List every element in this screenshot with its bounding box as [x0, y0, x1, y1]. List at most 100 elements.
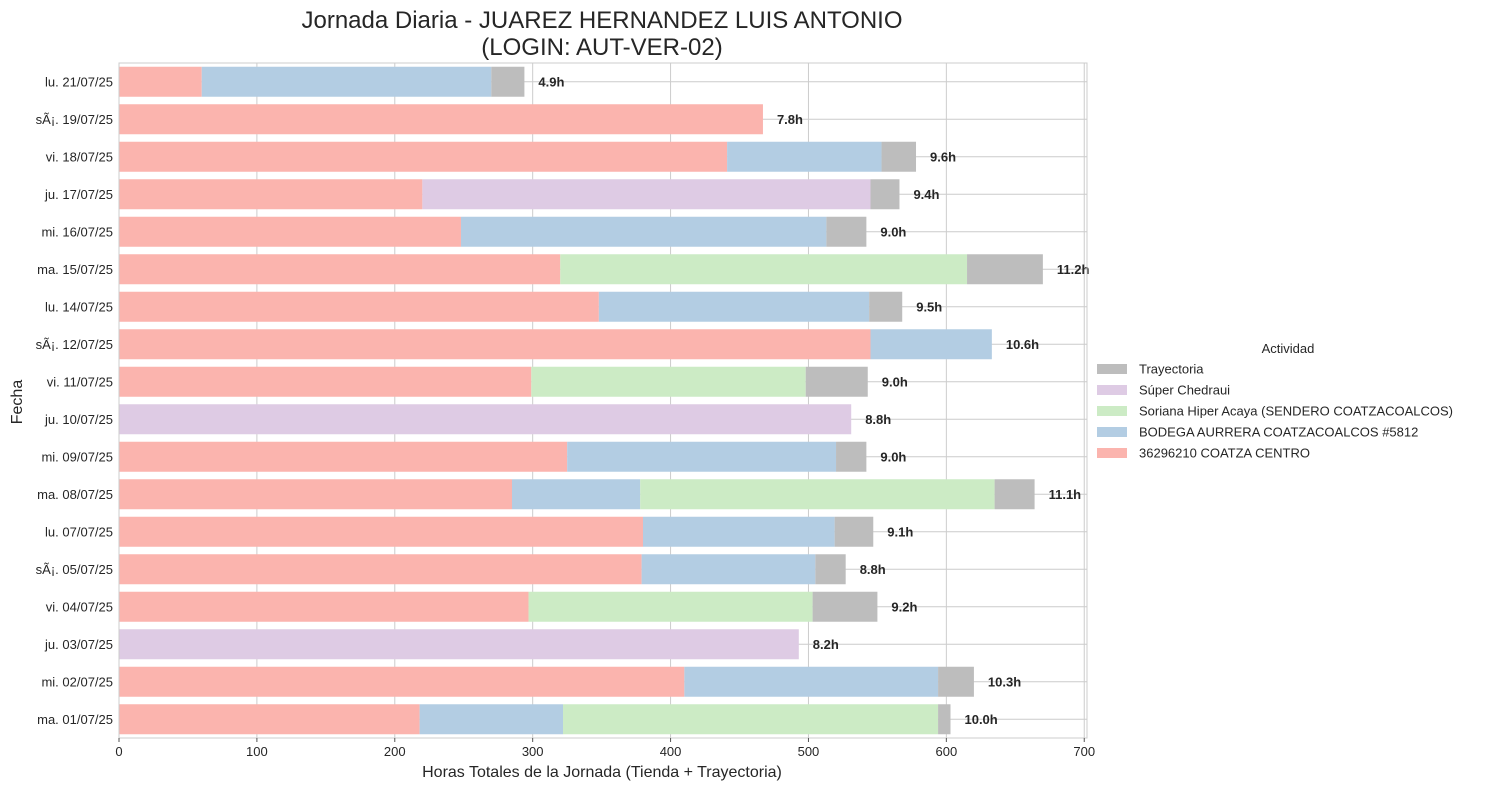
bar-total-label: 8.2h — [813, 637, 839, 652]
bar-segment — [119, 629, 799, 660]
bar-segment — [994, 479, 1035, 510]
bar-segment — [119, 329, 871, 360]
bar-segment — [812, 591, 878, 622]
x-tick-label: 600 — [935, 744, 957, 759]
legend-label: Soriana Hiper Acaya (SENDERO COATZACOALC… — [1139, 404, 1453, 419]
bar-segment — [598, 291, 870, 322]
y-tick-label: vi. 18/07/25 — [46, 149, 113, 164]
y-axis-label: Fecha — [9, 380, 26, 425]
y-tick-label: sÃ¡. 05/07/25 — [36, 562, 113, 577]
x-tick-label: 100 — [246, 744, 268, 759]
bar-total-label: 9.6h — [930, 149, 956, 164]
bar-segment — [869, 291, 903, 322]
bar-segment — [640, 479, 995, 510]
bar-total-label: 10.3h — [988, 674, 1021, 689]
chart-title-line2: (LOGIN: AUT-VER-02) — [481, 34, 722, 61]
bar-segment — [119, 516, 643, 547]
bar-segment — [119, 441, 568, 472]
total-labels: 4.9h 7.8h 9.6h 9.4h 9.0h 11.2h 9.5h 10.6h 9.0h 8.… — [538, 74, 1089, 727]
legend-swatch — [1097, 406, 1127, 416]
bar-segment — [119, 666, 685, 697]
legend-swatch — [1097, 427, 1127, 437]
bar-segment — [528, 591, 813, 622]
legend-label: Súper Chedraui — [1139, 383, 1230, 398]
bar-total-label: 10.0h — [964, 712, 997, 727]
legend-title: Actividad — [1262, 341, 1315, 356]
bar-segment — [201, 66, 492, 97]
bar-total-label: 9.1h — [887, 524, 913, 539]
bar-total-label: 8.8h — [860, 562, 886, 577]
bar-segment — [684, 666, 939, 697]
y-tick-label: mi. 16/07/25 — [41, 224, 113, 239]
bar-segment — [826, 216, 867, 247]
legend-swatch — [1097, 385, 1127, 395]
bar-segment — [119, 179, 423, 210]
bar-segment — [815, 554, 846, 585]
legend: Actividad Trayectoria Súper Chedraui Soria… — [1097, 341, 1453, 461]
bar-segment — [642, 516, 835, 547]
x-axis-label: Horas Totales de la Jornada (Tienda + Tr… — [422, 764, 782, 781]
bar-total-label: 7.8h — [777, 112, 803, 127]
legend-swatch — [1097, 448, 1127, 458]
bar-segment — [422, 179, 871, 210]
x-tick-label: 700 — [1073, 744, 1095, 759]
bar-segment — [119, 141, 728, 172]
bar-total-label: 10.6h — [1006, 337, 1039, 352]
y-tick-label: ju. 10/07/25 — [44, 412, 113, 427]
y-tick-label: ma. 15/07/25 — [37, 262, 113, 277]
x-tick-label: 0 — [115, 744, 122, 759]
bar-total-label: 4.9h — [538, 74, 564, 89]
bar-total-label: 9.0h — [880, 449, 906, 464]
bar-segment — [881, 141, 917, 172]
y-tick-label: mi. 09/07/25 — [41, 449, 113, 464]
y-tick-label: ma. 01/07/25 — [37, 712, 113, 727]
bar-segment — [119, 404, 852, 435]
bar-segment — [834, 516, 874, 547]
bar-segment — [563, 704, 939, 735]
bar-segment — [119, 704, 420, 735]
bar-total-label: 11.2h — [1057, 262, 1090, 277]
y-tick-label: ju. 03/07/25 — [44, 637, 113, 652]
legend-label: BODEGA AURRERA COATZACOALCOS #5812 — [1139, 425, 1418, 440]
y-tick-label: lu. 21/07/25 — [45, 74, 113, 89]
bar-segment — [511, 479, 641, 510]
bar-segment — [119, 104, 763, 135]
bar-segment — [119, 366, 532, 397]
legend-label: 36296210 COATZA CENTRO — [1139, 446, 1310, 461]
bar-segment — [460, 216, 827, 247]
bar-segment — [641, 554, 816, 585]
x-tick-label: 300 — [522, 744, 544, 759]
y-tick-label: mi. 02/07/25 — [41, 674, 113, 689]
bar-total-label: 9.0h — [880, 224, 906, 239]
x-tick-label: 200 — [384, 744, 406, 759]
y-tick-label: lu. 14/07/25 — [45, 299, 113, 314]
bar-total-label: 9.0h — [882, 374, 908, 389]
bar-segment — [119, 66, 202, 97]
y-tick-label: lu. 07/07/25 — [45, 524, 113, 539]
y-tick-label: sÃ¡. 12/07/25 — [36, 337, 113, 352]
bar-total-label: 8.8h — [865, 412, 891, 427]
bar-total-label: 11.1h — [1049, 487, 1082, 502]
bar-total-label: 9.5h — [916, 299, 942, 314]
bar-total-label: 9.4h — [913, 187, 939, 202]
bar-segment — [491, 66, 525, 97]
y-tick-label: ju. 17/07/25 — [44, 187, 113, 202]
bar-segment — [531, 366, 806, 397]
bar-segment — [870, 179, 900, 210]
bar-segment — [119, 291, 599, 322]
bar-segment — [119, 254, 561, 285]
y-tick-label: vi. 11/07/25 — [47, 374, 113, 389]
bar-segment — [938, 666, 974, 697]
bar-segment — [727, 141, 882, 172]
bar-segment — [119, 479, 512, 510]
plot-frame — [118, 62, 1088, 739]
bar-total-label: 9.2h — [891, 599, 917, 614]
y-tick-label: sÃ¡. 19/07/25 — [36, 112, 113, 127]
legend-label: Trayectoria — [1139, 362, 1204, 377]
bar-segment — [119, 554, 642, 585]
x-axis-ticks: 0 100 200 300 400 500 600 700 — [115, 738, 1095, 759]
bar-segment — [119, 216, 461, 247]
bar-segment — [419, 704, 564, 735]
